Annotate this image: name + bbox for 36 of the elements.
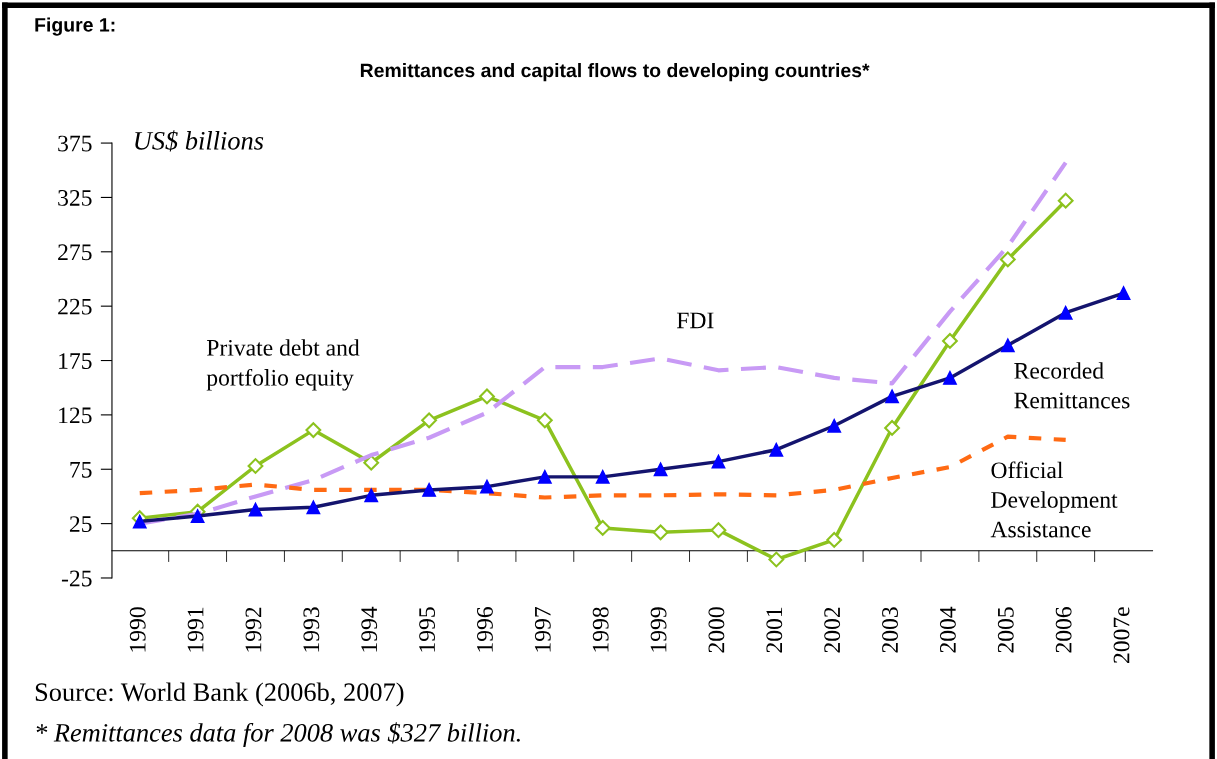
series-label: Official Development Assistance bbox=[990, 461, 1118, 538]
y-tick-label: 125 bbox=[59, 407, 92, 424]
chart-subtitle: Figure 1: bbox=[35, 17, 115, 36]
x-tick-label: 1991 bbox=[187, 607, 204, 652]
series-label: Recorded Remittances bbox=[1014, 362, 1130, 409]
y-tick-label: 225 bbox=[58, 298, 92, 315]
x-tick-label: 1992 bbox=[245, 607, 262, 652]
x-tick-label: 1996 bbox=[477, 607, 493, 652]
y-tick-label: -25 bbox=[61, 570, 92, 587]
x-tick-label: 1998 bbox=[592, 607, 609, 652]
x-tick-label: 1995 bbox=[419, 607, 436, 652]
x-tick-label: 1994 bbox=[361, 606, 378, 652]
x-tick-label: 2007e bbox=[1113, 607, 1130, 664]
x-tick-label: 1990 bbox=[129, 607, 146, 652]
y-tick-label: 275 bbox=[58, 244, 92, 261]
x-tick-label: 2003 bbox=[882, 607, 898, 653]
y-tick-label: 175 bbox=[59, 353, 92, 369]
text: * Remittances data for 2008 was $327 billion. bbox=[36, 722, 520, 748]
y-tick-label: 75 bbox=[70, 461, 92, 478]
x-tick-label: 2001 bbox=[766, 607, 783, 653]
x-tick-label: 2004 bbox=[939, 606, 956, 653]
x-tick-label: 2002 bbox=[824, 607, 841, 653]
x-tick-label: 2005 bbox=[997, 607, 1014, 653]
source-note: Source: World Bank (2006b, 2007) bbox=[35, 682, 404, 707]
x-tick-label: 2006 bbox=[1055, 607, 1072, 653]
y-tick-label: 25 bbox=[69, 516, 92, 533]
series-label: FDI bbox=[676, 312, 714, 329]
y-axis-title: US$ billions bbox=[135, 130, 264, 152]
x-tick-label: 1993 bbox=[303, 607, 320, 652]
text: Private debt and portfolio equity bbox=[206, 339, 360, 391]
x-tick-label: 2000 bbox=[708, 607, 725, 653]
chart-title: Remittances and capital flows to developing countries* bbox=[360, 63, 870, 82]
y-tick-label: 375 bbox=[58, 135, 92, 152]
x-tick-label: 1999 bbox=[650, 607, 667, 652]
x-tick-label: 1997 bbox=[534, 607, 551, 652]
y-tick-label: 325 bbox=[58, 189, 92, 206]
